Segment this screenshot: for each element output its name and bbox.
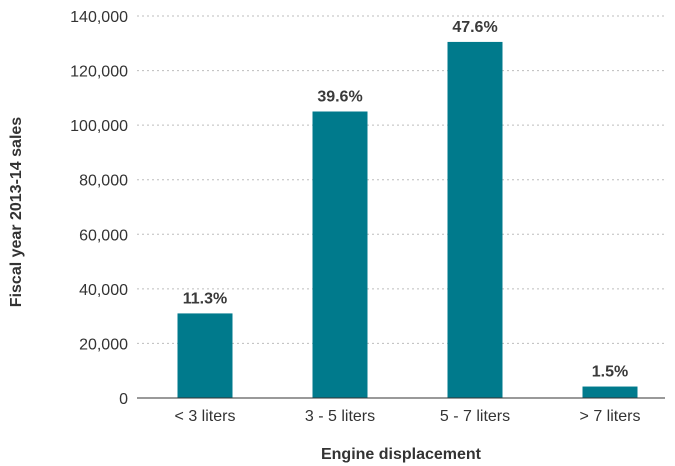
y-axis-title: Fiscal year 2013-14 sales <box>8 117 25 307</box>
data-label: 11.3% <box>183 290 227 307</box>
x-axis-ticks: < 3 liters 3 - 5 liters 5 - 7 liters > 7 li… <box>175 408 641 425</box>
bar <box>447 41 503 399</box>
x-axis-title: Engine displacement <box>321 446 482 463</box>
y-tick-label: 60,000 <box>79 227 128 244</box>
y-tick-label: 40,000 <box>79 282 128 299</box>
y-tick-label: 80,000 <box>79 173 128 190</box>
y-axis-ticks: 0 20,000 40,000 60,000 80,000 100,000 120,000 1… <box>70 9 128 408</box>
data-label: 47.6% <box>452 19 497 36</box>
y-tick-label: 0 <box>119 391 128 408</box>
x-tick-label: 3 - 5 liters <box>305 408 375 425</box>
x-tick-label: < 3 liters <box>175 408 236 425</box>
y-tick-label: 20,000 <box>79 336 128 353</box>
y-tick-label: 140,000 <box>70 9 128 26</box>
bar <box>582 386 638 398</box>
gridlines <box>137 15 665 344</box>
x-tick-label: 5 - 7 liters <box>440 408 510 425</box>
y-tick-label: 120,000 <box>70 64 128 81</box>
bar <box>312 111 368 398</box>
bars <box>177 41 638 399</box>
x-tick-label: > 7 liters <box>580 408 641 425</box>
data-label: 1.5% <box>592 364 628 381</box>
data-labels: 11.3% 39.6% 47.6% 1.5% <box>183 19 628 381</box>
y-tick-label: 100,000 <box>70 118 128 135</box>
data-label: 39.6% <box>317 89 362 106</box>
bar <box>177 313 233 398</box>
